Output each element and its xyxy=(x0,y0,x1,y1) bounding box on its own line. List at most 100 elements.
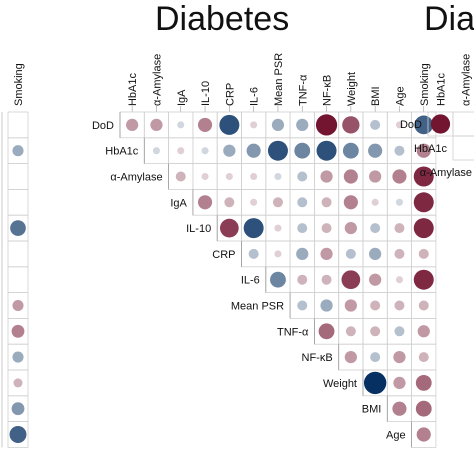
correlation-dot xyxy=(394,326,405,337)
row-label: Age xyxy=(386,430,406,442)
right-row-label: α-Amylase xyxy=(420,167,472,179)
correlation-dot xyxy=(201,147,209,155)
correlation-dot xyxy=(342,142,359,159)
row-label: Mean PSR xyxy=(231,301,284,313)
column-label: Smoking xyxy=(419,63,431,106)
correlation-dot xyxy=(370,119,381,130)
correlation-dot xyxy=(418,300,429,311)
left-grid-cell xyxy=(7,163,29,190)
left-correlation-dot xyxy=(9,426,27,443)
correlation-dot xyxy=(250,121,258,129)
correlation-dot xyxy=(413,166,434,187)
correlation-dot xyxy=(369,170,382,183)
right-row-label: DoD xyxy=(400,119,422,131)
right-column-label: HbA1c xyxy=(436,72,448,106)
left-grid-cell xyxy=(7,266,29,293)
left-correlation-dot xyxy=(11,402,25,416)
correlation-dot xyxy=(271,118,285,132)
correlation-dot xyxy=(363,371,387,395)
correlation-dot xyxy=(394,145,405,156)
correlation-dot xyxy=(370,300,381,311)
correlation-dot xyxy=(296,247,309,261)
right-grid-cell xyxy=(452,135,474,161)
correlation-dot xyxy=(320,299,333,312)
correlation-dot xyxy=(201,172,209,181)
correlation-dot xyxy=(341,270,361,290)
right-correlation-dot xyxy=(430,114,451,134)
correlation-dot xyxy=(392,401,407,416)
right-grid-cell xyxy=(452,111,474,137)
correlation-dot xyxy=(413,192,434,213)
correlation-dot xyxy=(345,326,356,337)
correlation-dot xyxy=(418,352,429,363)
correlation-dot xyxy=(225,172,233,181)
correlation-dot xyxy=(393,350,406,364)
correlation-dot xyxy=(224,197,235,208)
correlation-dot xyxy=(294,142,311,159)
correlation-dot xyxy=(370,326,381,337)
correlation-dot xyxy=(321,197,332,208)
correlation-dot xyxy=(345,248,356,259)
row-label: Weight xyxy=(323,378,357,390)
correlation-dot xyxy=(343,169,358,184)
correlation-dot xyxy=(370,223,381,234)
correlation-dot xyxy=(219,218,239,238)
right-column-label: α-Amylase xyxy=(461,54,473,106)
column-label: IL-6 xyxy=(249,87,261,106)
correlation-dot xyxy=(246,143,261,158)
correlation-dot xyxy=(177,147,185,155)
row-label: BMI xyxy=(362,404,382,416)
column-label: TNF-α xyxy=(297,74,309,106)
correlation-dot xyxy=(297,274,308,285)
correlation-dot xyxy=(175,171,186,182)
row-label: HbA1c xyxy=(105,146,139,158)
correlation-dot xyxy=(414,115,434,135)
correlation-dot xyxy=(320,247,333,261)
column-label: Mean PSR xyxy=(273,53,285,106)
left-grid-cell xyxy=(7,188,29,216)
chart-title: Diabetes xyxy=(155,0,290,38)
left-grid-cell xyxy=(7,240,29,268)
row-label: DoD xyxy=(92,120,114,132)
correlation-dot xyxy=(394,300,405,311)
column-label: HbA1c xyxy=(127,72,139,106)
row-label: NF-κB xyxy=(302,352,333,364)
column-label: CRP xyxy=(224,83,236,106)
correlation-dot xyxy=(415,374,432,391)
correlation-dot xyxy=(321,223,332,234)
correlation-dot xyxy=(297,300,308,311)
correlation-dot xyxy=(297,223,308,234)
right-chart-title-fragment: Dia xyxy=(424,0,474,38)
correlation-dot xyxy=(223,144,236,157)
correlation-dot xyxy=(344,299,357,312)
left-grid-cell xyxy=(7,421,29,448)
correlation-dot xyxy=(152,147,160,155)
correlation-dot xyxy=(267,140,288,161)
correlation-dot xyxy=(274,172,282,181)
correlation-dot xyxy=(395,198,403,206)
correlation-dot xyxy=(321,274,332,285)
correlation-dot xyxy=(415,400,432,417)
column-label: NF-κB xyxy=(322,75,334,106)
correlation-dot xyxy=(250,172,258,181)
correlation-dot xyxy=(297,171,308,182)
column-label: IgA xyxy=(176,89,188,106)
correlation-dot xyxy=(413,218,434,239)
correlation-dot xyxy=(197,117,213,132)
correlation-dot xyxy=(370,352,381,363)
correlation-dot xyxy=(270,271,286,288)
correlation-dot xyxy=(344,221,357,235)
correlation-dot xyxy=(316,140,337,161)
left-grid-cell xyxy=(7,111,29,139)
left-correlation-dot xyxy=(12,351,24,363)
row-label: CRP xyxy=(212,249,235,261)
correlation-dot xyxy=(393,376,406,390)
correlation-dot xyxy=(418,248,429,259)
right-row-label: HbA1c xyxy=(414,143,448,155)
correlation-dot xyxy=(371,198,379,206)
correlation-dot xyxy=(395,276,403,284)
correlation-dot xyxy=(272,197,283,208)
correlation-dot xyxy=(369,247,382,261)
correlation-dot xyxy=(413,269,434,290)
